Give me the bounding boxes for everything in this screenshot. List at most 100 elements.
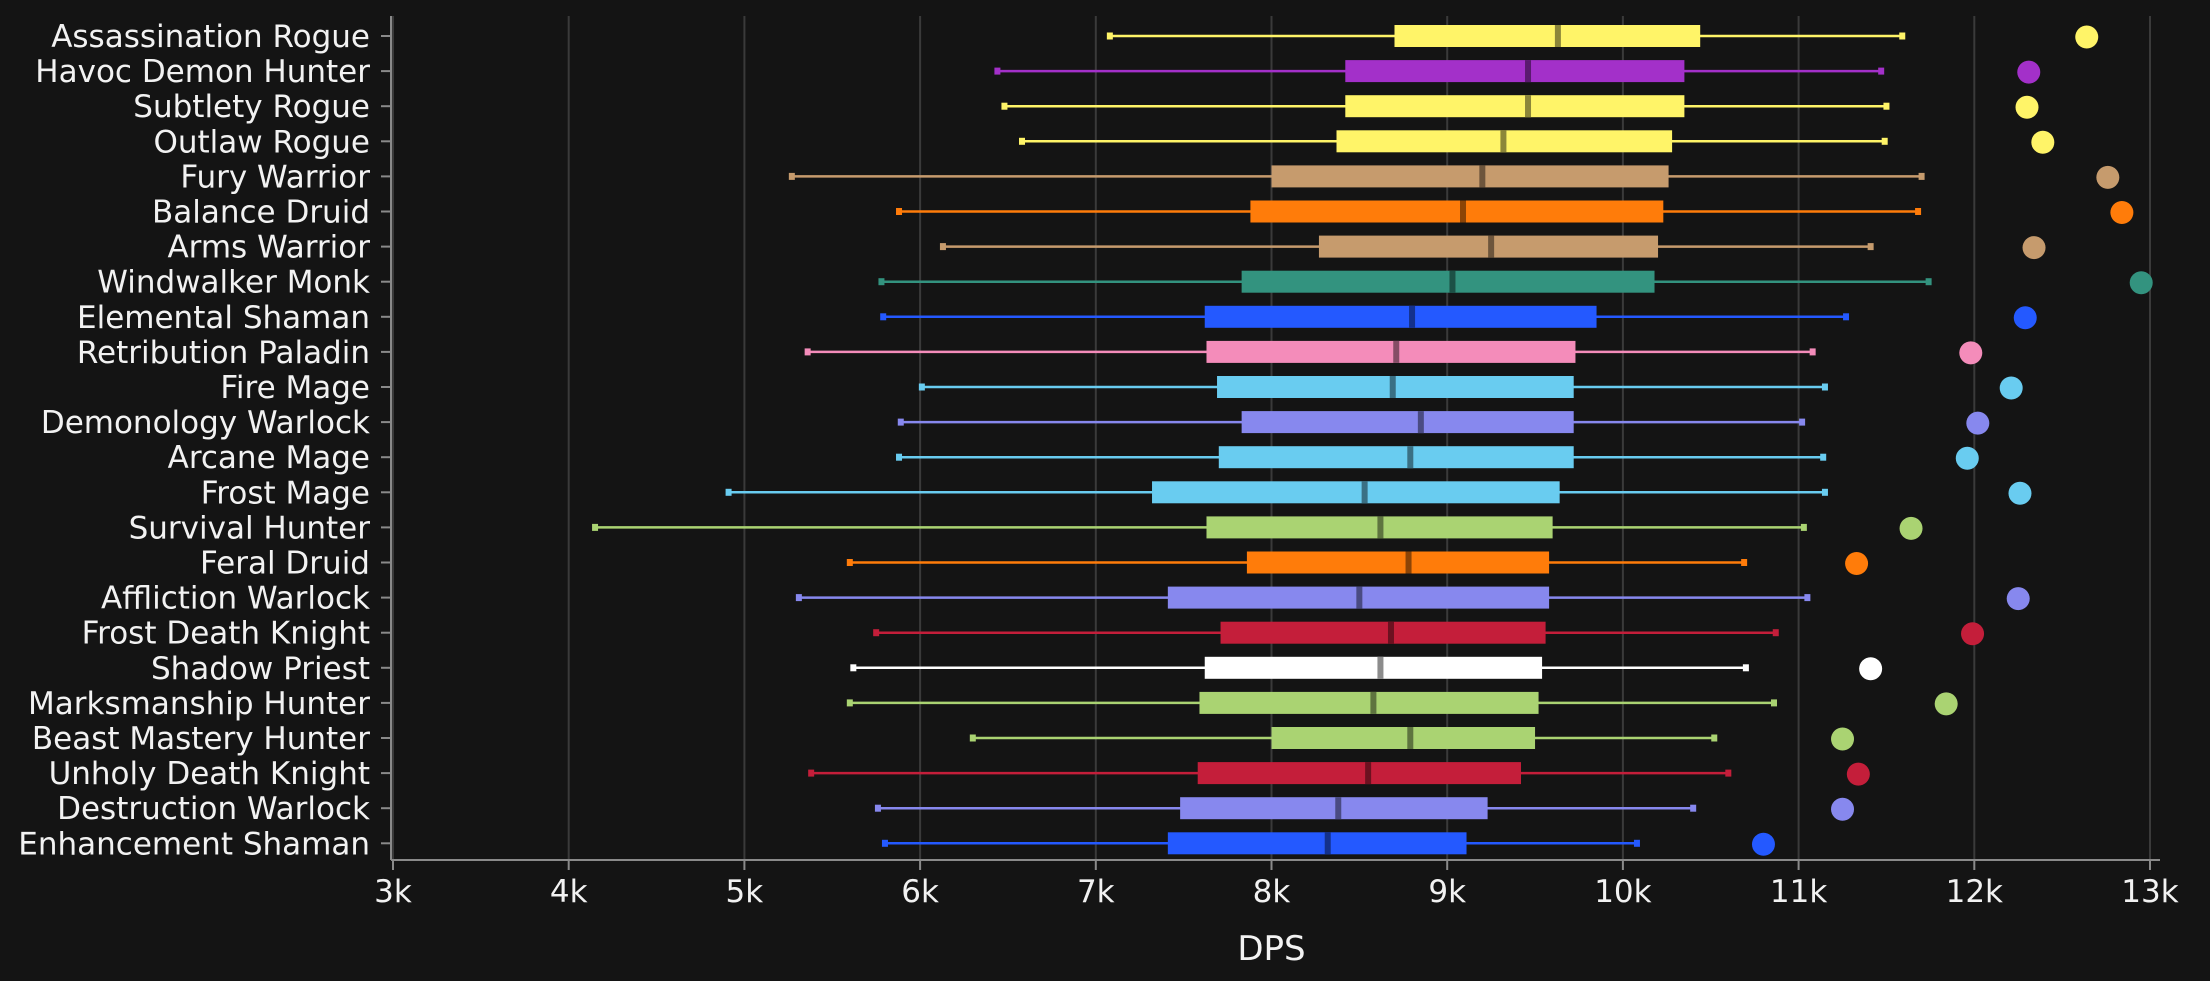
x-tick-label: 13k [2121, 874, 2178, 910]
category-label: Arcane Mage [168, 440, 370, 476]
whisker-cap-min [881, 839, 888, 847]
whisker-cap-min [1019, 137, 1026, 145]
outlier-point [2129, 271, 2153, 295]
iqr-box [1152, 481, 1560, 504]
whisker-cap-max [1690, 804, 1697, 812]
outlier-points [1751, 25, 2153, 856]
median-mark [1377, 516, 1384, 539]
whisker-cap-max [1918, 172, 1925, 180]
outlier-point [1846, 762, 1870, 786]
category-label: Affliction Warlock [101, 581, 370, 617]
x-tick-label: 3k [374, 874, 412, 910]
category-label: Windwalker Monk [97, 265, 370, 301]
category-label: Unholy Death Knight [49, 756, 370, 792]
category-label: Demonology Warlock [41, 405, 370, 441]
outlier-point [1899, 516, 1923, 540]
median-mark [1324, 832, 1331, 855]
whisker-cap-min [788, 172, 795, 180]
x-tick-label: 4k [550, 874, 588, 910]
whisker-cap-min [994, 67, 1001, 75]
median-mark [1407, 446, 1414, 469]
category-label: Elemental Shaman [77, 300, 370, 336]
whisker-cap-min [969, 734, 976, 742]
outlier-point [1959, 341, 1983, 365]
whisker-cap-min [804, 348, 811, 356]
iqr-box [1204, 305, 1597, 328]
whisker-cap-max [1881, 137, 1888, 145]
category-label: Fury Warrior [180, 159, 370, 195]
median-mark [1500, 130, 1507, 153]
category-label: Outlaw Rogue [153, 124, 370, 160]
outlier-point [1934, 692, 1958, 716]
median-mark [1335, 797, 1342, 820]
x-tick-label: 5k [726, 874, 764, 910]
category-label: Frost Mage [201, 475, 370, 511]
outlier-point [1751, 832, 1775, 856]
outlier-point [1845, 552, 1869, 575]
whisker-cap-max [1820, 453, 1827, 461]
median-mark [1365, 762, 1372, 785]
category-label: Retribution Paladin [77, 335, 370, 371]
whisker-cap-max [1809, 348, 1816, 356]
iqr-box [1271, 165, 1669, 188]
whisker-cap-max [1821, 488, 1828, 496]
category-label: Frost Death Knight [82, 616, 370, 652]
x-tick-label: 9k [1428, 874, 1466, 910]
whisker-cap-max [1915, 208, 1922, 215]
whisker-cap-min [592, 523, 599, 531]
iqr-box [1241, 411, 1574, 434]
iqr-box [1271, 727, 1536, 749]
whisker-cap-max [1804, 594, 1811, 602]
whisker-cap-min [725, 488, 732, 496]
outlier-point [1961, 622, 1985, 646]
category-label: Marksmanship Hunter [28, 686, 370, 722]
outlier-point [1999, 376, 2023, 400]
whisker-cap-min [896, 208, 903, 215]
median-mark [1361, 481, 1368, 504]
outlier-point [1966, 411, 1990, 435]
whisker-cap-max [1925, 278, 1932, 286]
iqr-box [1218, 446, 1574, 469]
iqr-box [1180, 797, 1488, 820]
whisker-cap-min [795, 594, 802, 602]
median-mark [1409, 305, 1416, 328]
median-mark [1407, 727, 1414, 749]
median-mark [1460, 200, 1467, 223]
whisker-cap-min [808, 769, 815, 777]
iqr-box [1220, 621, 1546, 644]
whisker-cap-max [1800, 523, 1807, 531]
median-mark [1449, 270, 1456, 293]
iqr-box [1199, 691, 1539, 714]
category-label: Beast Mastery Hunter [32, 721, 370, 757]
x-tick-label: 11k [1770, 874, 1827, 910]
outlier-point [2015, 95, 2039, 119]
category-label: Survival Hunter [129, 510, 371, 546]
category-label: Feral Druid [200, 546, 370, 582]
whisker-cap-min [874, 804, 881, 812]
median-mark [1488, 235, 1495, 258]
category-label: Assassination Rogue [51, 19, 370, 55]
x-tick-label: 12k [1946, 874, 2003, 910]
median-mark [1417, 411, 1424, 434]
outlier-point [2075, 25, 2099, 49]
iqr-box [1197, 762, 1521, 785]
category-label: Subtlety Rogue [133, 89, 370, 125]
median-mark [1405, 551, 1412, 574]
median-mark [1377, 656, 1384, 679]
median-mark [1387, 621, 1394, 644]
outlier-point [2110, 201, 2134, 224]
iqr-box [1394, 25, 1701, 47]
iqr-box [1345, 60, 1685, 83]
whisker-cap-max [1878, 67, 1885, 75]
category-label: Enhancement Shaman [18, 826, 370, 862]
whisker-cap-max [1771, 699, 1778, 707]
whisker-cap-min [1001, 102, 1008, 110]
outlier-point [1831, 797, 1855, 821]
whisker-cap-min [1106, 32, 1113, 40]
whisker-cap-max [1843, 313, 1850, 321]
median-mark [1356, 586, 1363, 609]
category-label: Destruction Warlock [57, 791, 370, 827]
category-label: Arms Warrior [167, 230, 370, 266]
whiskers [592, 32, 1932, 847]
